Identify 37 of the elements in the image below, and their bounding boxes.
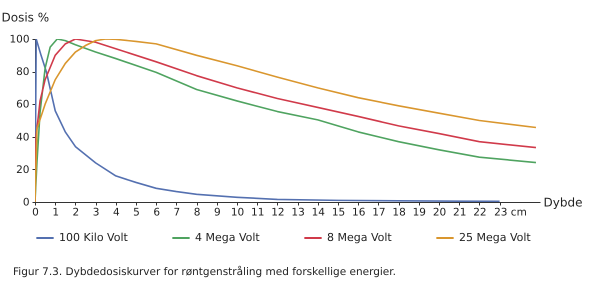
legend-label: 100 Kilo Volt — [59, 231, 128, 244]
x-tick-label: 14 — [312, 206, 326, 218]
legend-label: 8 Mega Volt — [327, 231, 392, 244]
x-axis-title: Dybde — [544, 196, 582, 210]
y-tick-label: 60 — [16, 98, 30, 111]
x-tick-label: 19 — [412, 206, 426, 218]
x-tick-label: 15 — [332, 206, 346, 218]
y-tick-label: 80 — [16, 66, 30, 78]
x-tick-label: 18 — [392, 206, 406, 218]
x-tick-label: 16 — [352, 206, 366, 218]
x-tick-label: 6 — [153, 206, 160, 218]
x-tick-label: 20 — [432, 206, 446, 218]
x-tick-label: 9 — [214, 206, 221, 218]
text: Figur 7.3. Dybdedosiskurver for røntgenstråling med forskellige energier. — [13, 265, 396, 278]
x-tick-label: 8 — [194, 206, 200, 218]
x-tick-label: 23 cm — [494, 206, 527, 218]
x-tick-label: 13 — [291, 206, 305, 218]
x-tick-label: 12 — [271, 206, 285, 218]
x-tick-label: 3 — [92, 206, 100, 218]
x-tick-label: 10 — [230, 206, 244, 218]
legend-label: 4 Mega Volt — [195, 231, 260, 244]
x-tick-label: 2 — [72, 206, 80, 218]
x-tick-label: 1 — [52, 206, 60, 218]
y-tick-label: 100 — [9, 34, 30, 46]
x-tick-label: 17 — [372, 206, 386, 218]
y-axis-title: Dosis % — [2, 10, 50, 24]
x-tick-label: 11 — [251, 206, 264, 218]
legend-label: 25 Mega Volt — [459, 231, 532, 244]
x-tick-label: 4 — [112, 206, 120, 218]
x-tick-label: 7 — [174, 206, 180, 218]
x-tick-label: 21 — [453, 206, 466, 218]
y-tick-label: 40 — [16, 131, 30, 144]
y-tick-label: 0 — [22, 196, 30, 208]
x-tick-label: 0 — [32, 206, 39, 218]
x-tick-label: 5 — [133, 206, 140, 218]
x-tick-label: 22 — [473, 206, 487, 218]
y-tick-label: 20 — [16, 164, 30, 176]
